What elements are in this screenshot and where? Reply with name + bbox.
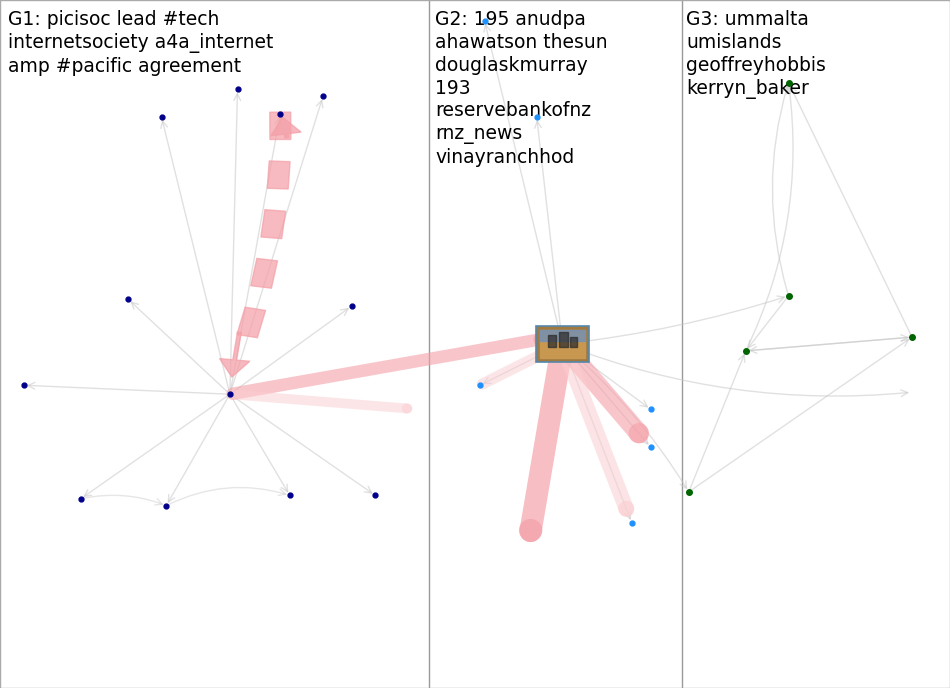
- Text: G2: 195 anudpa
ahawatson thesun
douglaskmurray
193
reservebankofnz
rnz_news
vina: G2: 195 anudpa ahawatson thesun douglask…: [435, 10, 608, 166]
- Bar: [261, 210, 286, 239]
- Bar: [251, 259, 277, 288]
- Bar: [237, 308, 266, 338]
- Bar: [267, 161, 290, 189]
- FancyBboxPatch shape: [536, 326, 589, 362]
- FancyArrow shape: [271, 117, 301, 138]
- FancyArrow shape: [219, 332, 250, 377]
- Bar: [270, 112, 291, 140]
- Text: G3: ummalta
umislands
geoffreyhobbis
kerryn_baker: G3: ummalta umislands geoffreyhobbis ker…: [686, 10, 826, 98]
- Text: G1: picisoc lead #tech
internetsociety a4a_internet
amp #pacific agreement: G1: picisoc lead #tech internetsociety a…: [8, 10, 273, 76]
